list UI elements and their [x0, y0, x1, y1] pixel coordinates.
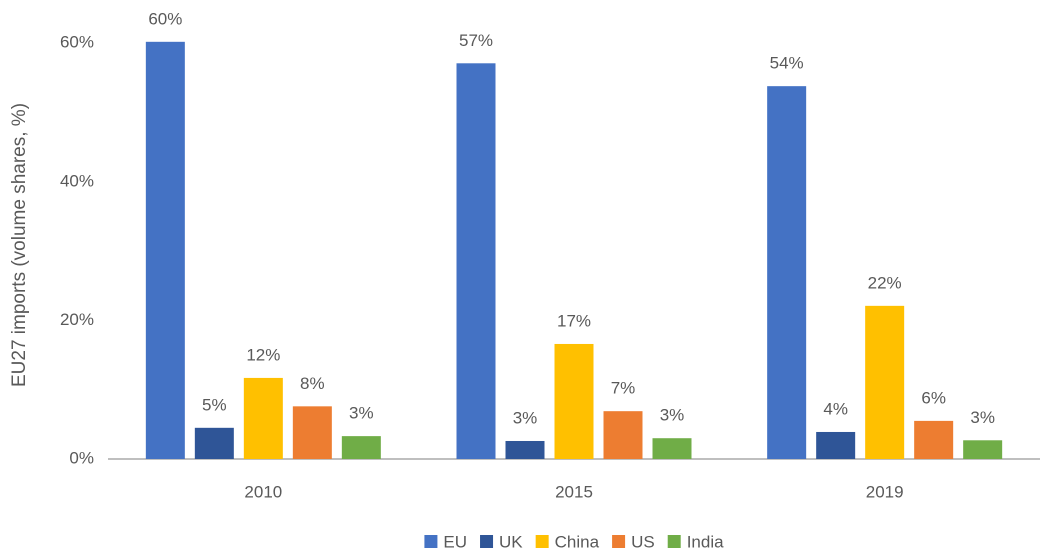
bar: [145, 41, 185, 460]
legend-swatch: [667, 535, 681, 548]
bar: [243, 377, 283, 459]
y-tick-label: 60%: [60, 33, 94, 52]
legend-swatch: [535, 535, 549, 548]
data-label: 3%: [970, 408, 995, 427]
data-label: 54%: [770, 54, 804, 73]
data-label: 60%: [148, 9, 182, 28]
bar: [554, 343, 594, 459]
legend-swatch: [480, 535, 494, 548]
bar: [914, 420, 954, 459]
data-label: 57%: [459, 31, 493, 50]
data-label: 22%: [868, 273, 902, 292]
data-label: 3%: [349, 404, 374, 423]
data-label: 12%: [246, 345, 280, 364]
y-axis-title: EU27 imports (volume shares, %): [9, 103, 30, 387]
y-tick-label: 0%: [69, 448, 94, 467]
bar: [816, 431, 856, 459]
legend-label: India: [687, 532, 724, 551]
data-label: 4%: [823, 399, 848, 418]
legend-label: US: [631, 532, 655, 551]
legend-swatch: [612, 535, 626, 548]
bar: [652, 438, 692, 459]
legend-label: EU: [443, 532, 467, 551]
data-label: 7%: [611, 379, 636, 398]
data-label: 8%: [300, 374, 325, 393]
bar: [341, 436, 381, 459]
x-tick-label: 2015: [555, 482, 593, 501]
y-tick-label: 20%: [60, 310, 94, 329]
data-label: 17%: [557, 311, 591, 330]
data-label: 3%: [660, 406, 685, 425]
x-tick-label: 2019: [866, 482, 904, 501]
bar: [767, 86, 807, 459]
data-label: 3%: [513, 408, 538, 427]
legend-swatch: [424, 535, 438, 548]
bar: [865, 305, 905, 459]
bar: [963, 440, 1003, 459]
data-label: 6%: [921, 388, 946, 407]
bar: [603, 411, 643, 459]
x-tick-label: 2010: [244, 482, 282, 501]
legend-label: UK: [499, 532, 523, 551]
legend-label: China: [555, 532, 600, 551]
y-tick-label: 40%: [60, 171, 94, 190]
bar: [505, 440, 545, 459]
data-label: 5%: [202, 395, 227, 414]
bar: [456, 63, 496, 460]
bar: [194, 427, 234, 459]
bar: [292, 406, 332, 459]
